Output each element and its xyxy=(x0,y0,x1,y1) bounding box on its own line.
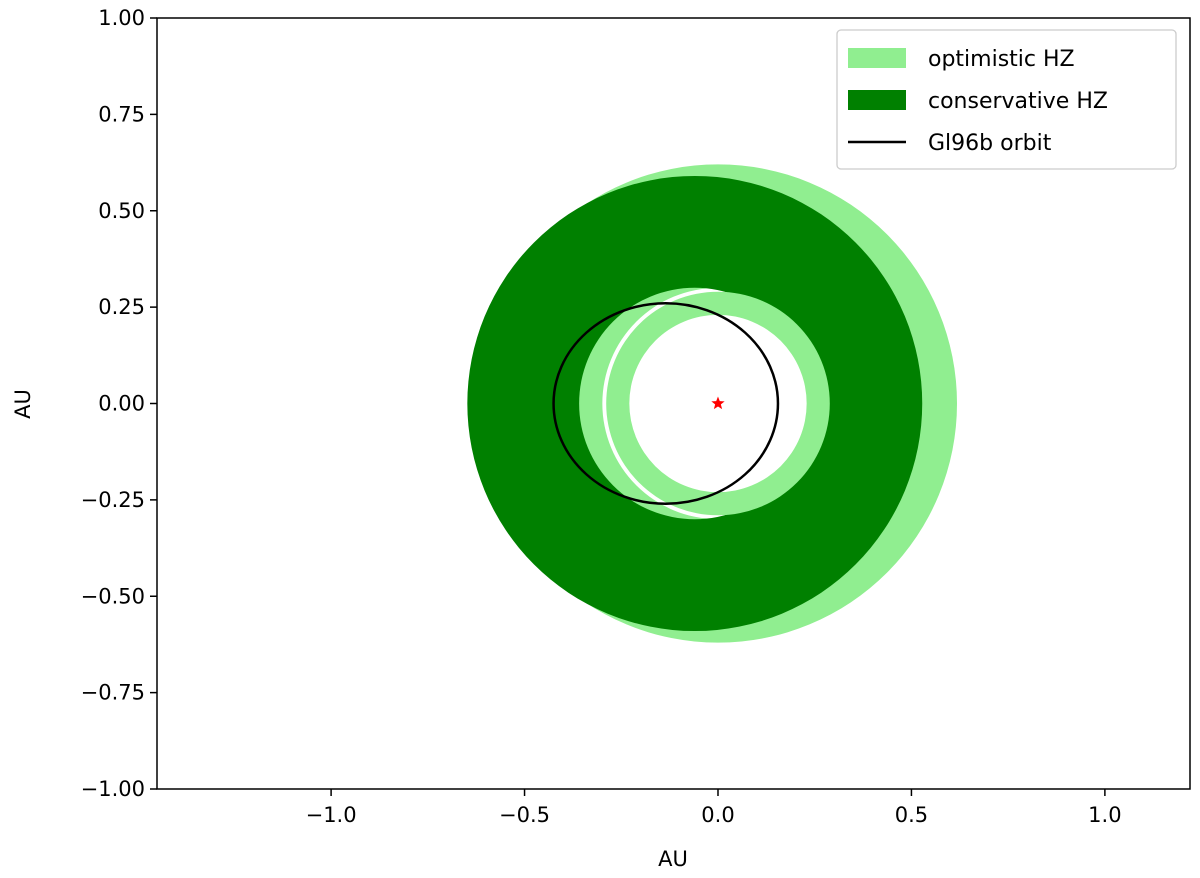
y-tick-label: 0.00 xyxy=(98,392,145,416)
legend-label-orbit: Gl96b orbit xyxy=(928,131,1052,156)
x-tick-label: 0.0 xyxy=(701,803,734,827)
x-tick-label: −0.5 xyxy=(499,803,550,827)
y-tick-label: 0.50 xyxy=(98,199,145,223)
y-tick-label: −0.25 xyxy=(81,488,145,512)
star-marker xyxy=(711,396,725,410)
legend-label-optimistic: optimistic HZ xyxy=(928,47,1075,72)
conservative-hz-zone xyxy=(467,175,923,632)
legend: optimistic HZ conservative HZ Gl96b orbi… xyxy=(836,29,1177,170)
x-axis: −1.0 −0.5 0.0 0.5 1.0 xyxy=(306,789,1122,827)
y-tick-label: −1.00 xyxy=(81,777,145,801)
y-tick-label: 1.00 xyxy=(98,6,145,30)
y-tick-label: −0.75 xyxy=(81,681,145,705)
x-tick-label: 0.5 xyxy=(895,803,928,827)
y-axis-label: AU xyxy=(11,389,35,419)
y-tick-label: 0.75 xyxy=(98,102,145,126)
legend-label-conservative: conservative HZ xyxy=(928,89,1108,114)
orbit-line xyxy=(552,302,780,505)
y-axis: 1.00 0.75 0.50 0.25 0.00 −0.25 −0.50 −0.75 −1.00 xyxy=(81,6,157,801)
x-tick-label: 1.0 xyxy=(1088,803,1121,827)
legend-frame xyxy=(836,29,1177,170)
plot-area xyxy=(467,164,958,643)
legend-swatch-conservative xyxy=(848,90,906,110)
y-tick-label: 0.25 xyxy=(98,295,145,319)
x-tick-label: −1.0 xyxy=(306,803,357,827)
x-axis-label: AU xyxy=(658,847,688,871)
legend-swatch-optimistic xyxy=(848,48,906,68)
y-tick-label: −0.50 xyxy=(81,584,145,608)
